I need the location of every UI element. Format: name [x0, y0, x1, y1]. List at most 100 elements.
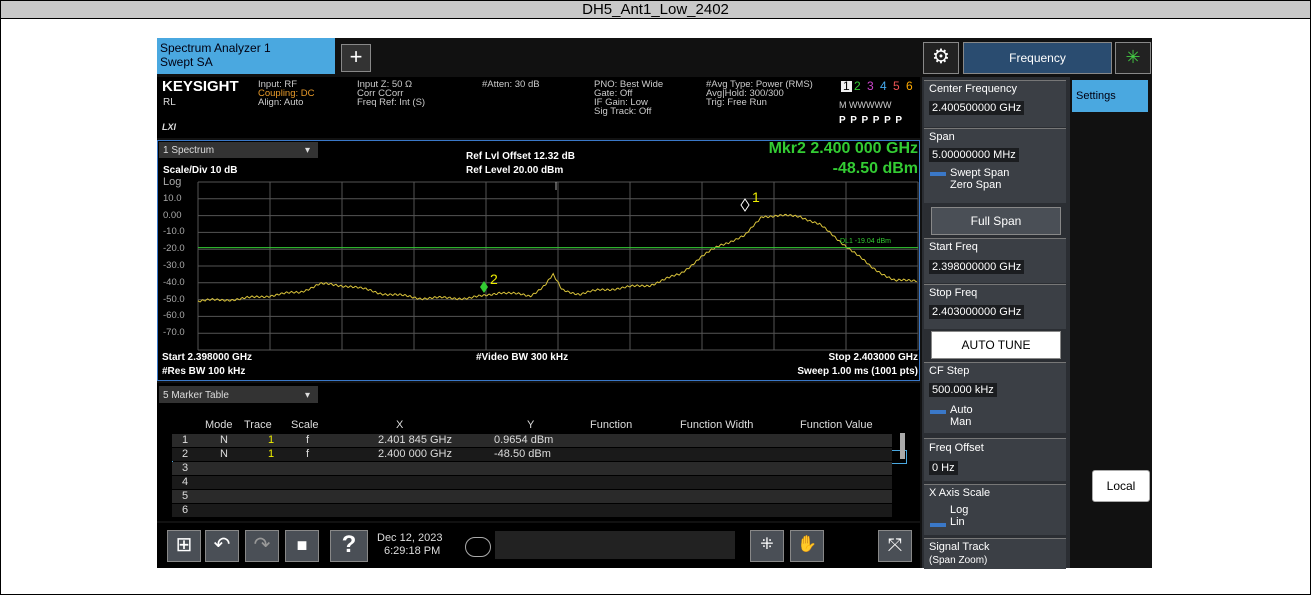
- rl: RL: [163, 97, 176, 108]
- option: Zero Span: [950, 179, 1002, 191]
- row-band: [172, 448, 892, 461]
- window-menu[interactable]: [159, 142, 318, 158]
- header-info: Coupling: DC: [258, 88, 315, 99]
- cell: 6: [182, 504, 189, 516]
- row-band: [172, 476, 892, 489]
- x-axis-scale-item[interactable]: [924, 484, 1066, 535]
- header-info: Input Z: 50 Ω: [357, 79, 413, 90]
- status-icon: ✳: [1115, 42, 1151, 74]
- y-tick-label: -30.0: [163, 260, 185, 271]
- spectrum-window: [157, 140, 920, 381]
- help-button[interactable]: ?: [330, 530, 368, 562]
- menu-label: Start Freq: [929, 241, 978, 253]
- menu-label: Stop Freq: [929, 287, 978, 299]
- window-title: DH5_Ant1_Low_2402: [0, 0, 1311, 19]
- cell: 0.9654 dBm: [494, 434, 554, 446]
- cell: 1: [182, 434, 189, 446]
- menu-label: Signal Track: [929, 541, 990, 553]
- menu-value: 2.403000000 GHz: [929, 305, 1025, 319]
- menu-value: 500.000 kHz: [929, 383, 997, 397]
- row-band: [172, 504, 892, 517]
- redo-button[interactable]: ↷: [245, 530, 279, 562]
- brand: KEYSIGHT: [162, 78, 239, 95]
- display-line-label: DL1 -19.04 dBm: [840, 238, 891, 245]
- settings-tab[interactable]: [1072, 80, 1148, 112]
- cell: 2.400 000 GHz: [378, 448, 452, 460]
- cell: 2: [182, 448, 189, 460]
- time: 6:29:18 PM: [384, 545, 441, 557]
- window-name: 1 Spectrum: [163, 145, 215, 156]
- file-button[interactable]: ■: [285, 530, 319, 562]
- y-tick-label: -60.0: [163, 310, 185, 322]
- column-header: X: [396, 419, 404, 431]
- option: Log: [950, 504, 969, 516]
- trace-number: 6: [906, 79, 913, 93]
- tab-label: Swept SA: [160, 55, 213, 69]
- header-info: Input: RF: [258, 79, 298, 90]
- signal-track-item[interactable]: [924, 538, 1066, 569]
- y-tick-label: -10.0: [163, 226, 185, 238]
- y-tick-label: -40.0: [163, 276, 185, 288]
- marker-label: 2: [490, 271, 498, 287]
- video-bw: #Video BW 300 kHz: [476, 352, 569, 363]
- menu-value: 2.400500000 GHz: [929, 101, 1025, 115]
- row-band: [172, 434, 892, 447]
- indicator: [930, 410, 946, 414]
- option: Swept Span: [950, 167, 1010, 179]
- row-band: [172, 490, 892, 503]
- res-bw: #Res BW 100 kHz: [162, 366, 246, 377]
- cell: 1: [268, 434, 275, 446]
- touch-button[interactable]: ✋: [790, 530, 824, 562]
- y-tick-label: 0.00: [163, 209, 182, 221]
- cell: f: [306, 448, 310, 460]
- ref-offset: Ref Lvl Offset 12.32 dB: [466, 151, 575, 162]
- column-header: Function Width: [680, 419, 754, 431]
- fullscreen-button[interactable]: ⤧: [878, 530, 912, 562]
- auto-tune-button[interactable]: AUTO TUNE: [931, 331, 1061, 359]
- trace-number: 5: [893, 79, 900, 93]
- header-info: #Atten: 30 dB: [482, 79, 540, 90]
- menu-value: 5.00000000 MHz: [929, 148, 1019, 162]
- cell: N: [220, 448, 228, 460]
- header-info: Corr CCorr: [357, 88, 404, 99]
- ref-level: Ref Level 20.00 dBm: [466, 165, 564, 176]
- settings-gear[interactable]: ⚙: [923, 42, 959, 74]
- header-info: #Avg Type: Power (RMS): [706, 79, 813, 90]
- option: Man: [950, 416, 972, 428]
- trace-number: 4: [880, 79, 887, 93]
- header-info: IF Gain: Low: [594, 97, 648, 108]
- windows-button[interactable]: ⊞: [167, 530, 201, 562]
- scrollbar[interactable]: [900, 433, 905, 459]
- header-info: Trig: Free Run: [706, 97, 767, 108]
- column-header: Function: [590, 419, 633, 431]
- cf-step-item[interactable]: [924, 362, 1066, 433]
- y-tick-label: -50.0: [163, 293, 185, 305]
- dropdown-arrow: ▾: [305, 145, 311, 156]
- layout-button[interactable]: ⁜: [750, 530, 784, 562]
- start-freq: Start 2.398000 GHz: [162, 352, 253, 363]
- dropdown-arrow: ▾: [305, 390, 311, 401]
- detectors: P P P P P P: [839, 115, 904, 126]
- column-header: Scale: [291, 419, 319, 431]
- indicator: [930, 523, 946, 527]
- column-header: Function Value: [800, 419, 873, 431]
- span-item[interactable]: [924, 128, 1066, 203]
- local-button[interactable]: Local: [1092, 470, 1150, 502]
- cell: 3: [182, 462, 189, 474]
- mode-menu[interactable]: Frequency: [963, 42, 1112, 74]
- date: Dec 12, 2023: [377, 532, 443, 544]
- y-tick-label: -70.0: [163, 327, 185, 339]
- marker-amplitude: -48.50 dBm: [832, 160, 918, 177]
- tab[interactable]: [157, 38, 335, 74]
- full-span-button[interactable]: Full Span: [931, 207, 1061, 235]
- add-button[interactable]: +: [341, 44, 371, 72]
- log-label: Log: [163, 176, 182, 188]
- undo-button[interactable]: ↶: [205, 530, 239, 562]
- header-info: Sig Track: Off: [594, 106, 652, 117]
- cell: 5: [182, 490, 189, 502]
- marker-2: [480, 281, 488, 293]
- menu-label: Freq Offset: [929, 442, 984, 454]
- message-icon[interactable]: [465, 537, 491, 557]
- table-menu[interactable]: [159, 386, 318, 403]
